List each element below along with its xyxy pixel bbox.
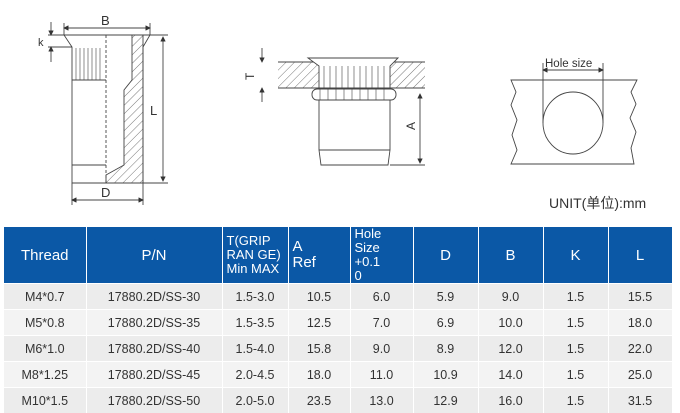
- table-cell: 9.0: [350, 336, 413, 362]
- table-cell: 14.0: [478, 362, 543, 388]
- table-cell: 1.5-3.5: [222, 310, 288, 336]
- table-cell: 1.5-3.0: [222, 284, 288, 310]
- table-cell: 6.9: [413, 310, 478, 336]
- header-thread: Thread: [4, 227, 86, 284]
- table-cell: 1.5: [543, 388, 608, 413]
- table-cell: 5.9: [413, 284, 478, 310]
- table-cell: 15.8: [288, 336, 350, 362]
- table-cell: 13.0: [350, 388, 413, 413]
- label-hole-size: Hole size: [545, 58, 592, 70]
- table-cell: 18.0: [288, 362, 350, 388]
- label-a: A: [404, 122, 418, 130]
- table-cell: 12.9: [413, 388, 478, 413]
- table-cell: 25.0: [608, 362, 672, 388]
- table-cell: 1.5-4.0: [222, 336, 288, 362]
- label-l: L: [150, 103, 157, 118]
- technical-drawings: B k L D T A Hole size: [0, 0, 680, 225]
- table-cell: 12.0: [478, 336, 543, 362]
- table-cell: 10.5: [288, 284, 350, 310]
- header-l: L: [608, 227, 672, 284]
- label-t: T: [243, 72, 257, 80]
- table-cell: M4*0.7: [4, 284, 86, 310]
- table-cell: 1.5: [543, 284, 608, 310]
- table-cell: 17880.2D/SS-45: [86, 362, 222, 388]
- table-cell: 17880.2D/SS-30: [86, 284, 222, 310]
- table-cell: 7.0: [350, 310, 413, 336]
- table-cell: 1.5: [543, 310, 608, 336]
- installed-nut-drawing: [262, 48, 425, 165]
- table-cell: 1.5: [543, 336, 608, 362]
- table-cell: 10.0: [478, 310, 543, 336]
- table-cell: 23.5: [288, 388, 350, 413]
- label-k: k: [38, 37, 44, 49]
- table-cell: M10*1.5: [4, 388, 86, 413]
- table-cell: 2.0-5.0: [222, 388, 288, 413]
- table-cell: M8*1.25: [4, 362, 86, 388]
- header-d: D: [413, 227, 478, 284]
- table-cell: 17880.2D/SS-35: [86, 310, 222, 336]
- hole-size-drawing: [511, 63, 637, 164]
- label-d: D: [101, 185, 110, 200]
- table-cell: 22.0: [608, 336, 672, 362]
- table-cell: 31.5: [608, 388, 672, 413]
- table-cell: M5*0.8: [4, 310, 86, 336]
- table-cell: 18.0: [608, 310, 672, 336]
- header-pn: P/N: [86, 227, 222, 284]
- table-cell: 10.9: [413, 362, 478, 388]
- table-cell: 1.5: [543, 362, 608, 388]
- table-cell: 15.5: [608, 284, 672, 310]
- header-k: K: [543, 227, 608, 284]
- table-cell: 11.0: [350, 362, 413, 388]
- unit-label: UNIT(单位):mm: [549, 193, 646, 213]
- table-cell: 12.5: [288, 310, 350, 336]
- table-cell: 16.0: [478, 388, 543, 413]
- table-cell: 17880.2D/SS-40: [86, 336, 222, 362]
- table-cell: 17880.2D/SS-50: [86, 388, 222, 413]
- header-b: B: [478, 227, 543, 284]
- table-cell: M6*1.0: [4, 336, 86, 362]
- table-cell: 8.9: [413, 336, 478, 362]
- table-cell: 6.0: [350, 284, 413, 310]
- label-b: B: [101, 13, 110, 28]
- table-cell: 9.0: [478, 284, 543, 310]
- table-cell: 2.0-4.5: [222, 362, 288, 388]
